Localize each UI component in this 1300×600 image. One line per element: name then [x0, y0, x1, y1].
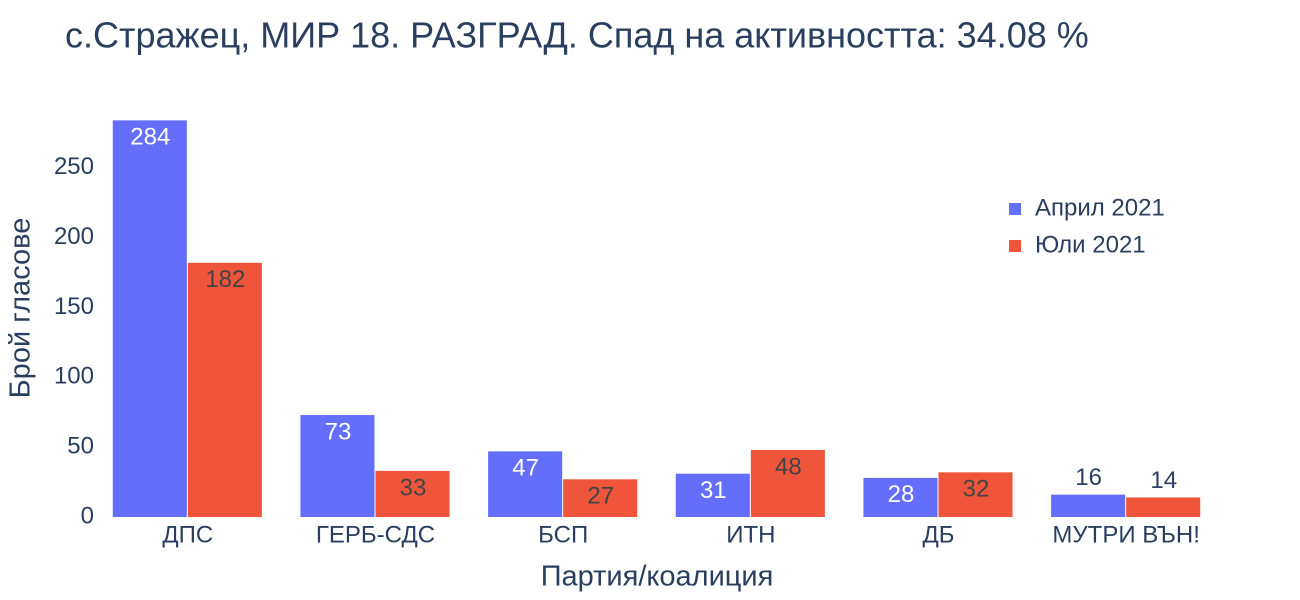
bar: [938, 472, 1013, 517]
value-label: 33: [400, 474, 427, 501]
legend-swatch: [1009, 240, 1021, 252]
x-axis-title: Партия/коалиция: [541, 561, 774, 593]
bar: [300, 415, 375, 517]
bar: [112, 120, 187, 517]
value-label: 47: [512, 455, 539, 482]
bar: [187, 262, 262, 517]
x-tick-label: ГЕРБ-СДС: [316, 521, 435, 548]
value-label: 32: [963, 476, 990, 503]
legend-swatch: [1009, 203, 1021, 215]
y-tick-label: 250: [54, 153, 94, 180]
value-label: 27: [587, 483, 614, 510]
bar: [863, 477, 938, 517]
value-label: 73: [325, 418, 352, 445]
value-label: 14: [1150, 467, 1177, 494]
chart-title: с.Стражец, МИР 18. РАЗГРАД. Спад на акти…: [65, 15, 1089, 56]
y-tick-label: 100: [54, 363, 94, 390]
value-label: 16: [1075, 464, 1102, 491]
x-tick-label: ДБ: [922, 521, 954, 548]
value-label: 31: [700, 477, 727, 504]
legend-label: Април 2021: [1035, 194, 1165, 221]
y-tick-label: 150: [54, 293, 94, 320]
y-tick-label: 0: [81, 502, 94, 529]
bar: [488, 451, 563, 517]
value-label: 48: [775, 453, 802, 480]
value-label: 28: [888, 481, 915, 508]
y-tick-label: 50: [67, 433, 94, 460]
bar: [1126, 497, 1201, 517]
x-tick-label: ИТН: [726, 521, 775, 548]
y-tick-label: 200: [54, 223, 94, 250]
legend-label: Юли 2021: [1035, 231, 1146, 258]
value-label: 182: [205, 266, 245, 293]
bar: [675, 473, 750, 517]
x-tick-label: МУТРИ ВЪН!: [1052, 521, 1199, 548]
y-axis-title: Брой гласове: [5, 218, 37, 399]
bar: [563, 479, 638, 517]
bar: [375, 470, 450, 517]
x-tick-label: БСП: [538, 521, 588, 548]
bar: [750, 449, 825, 517]
value-label: 284: [130, 124, 170, 151]
bar: [1051, 494, 1126, 517]
x-tick-label: ДПС: [162, 521, 213, 548]
